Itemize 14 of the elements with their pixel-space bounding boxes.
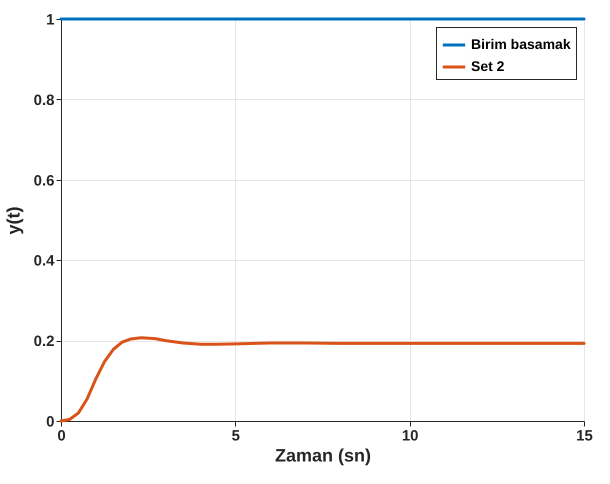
y-tick-label: 0.2 (34, 333, 54, 350)
y-tick-label: 0.4 (34, 252, 56, 270)
x-tick-label: 5 (232, 428, 240, 444)
y-tick-label: 0.6 (34, 172, 54, 190)
x-tick-label: 15 (576, 428, 593, 444)
x-tick-label: 0 (57, 428, 66, 444)
y-axis-title: y(t) (4, 206, 24, 234)
x-tick-label: 10 (402, 428, 419, 444)
legend-label: Birim basamak (471, 36, 571, 52)
x-axis-title: Zaman (sn) (274, 446, 372, 466)
legend-label: Set 2 (471, 58, 505, 74)
y-tick-label: 1 (46, 12, 54, 28)
y-tick-label: 0 (46, 414, 54, 430)
y-tick-label: 0.8 (34, 92, 54, 109)
